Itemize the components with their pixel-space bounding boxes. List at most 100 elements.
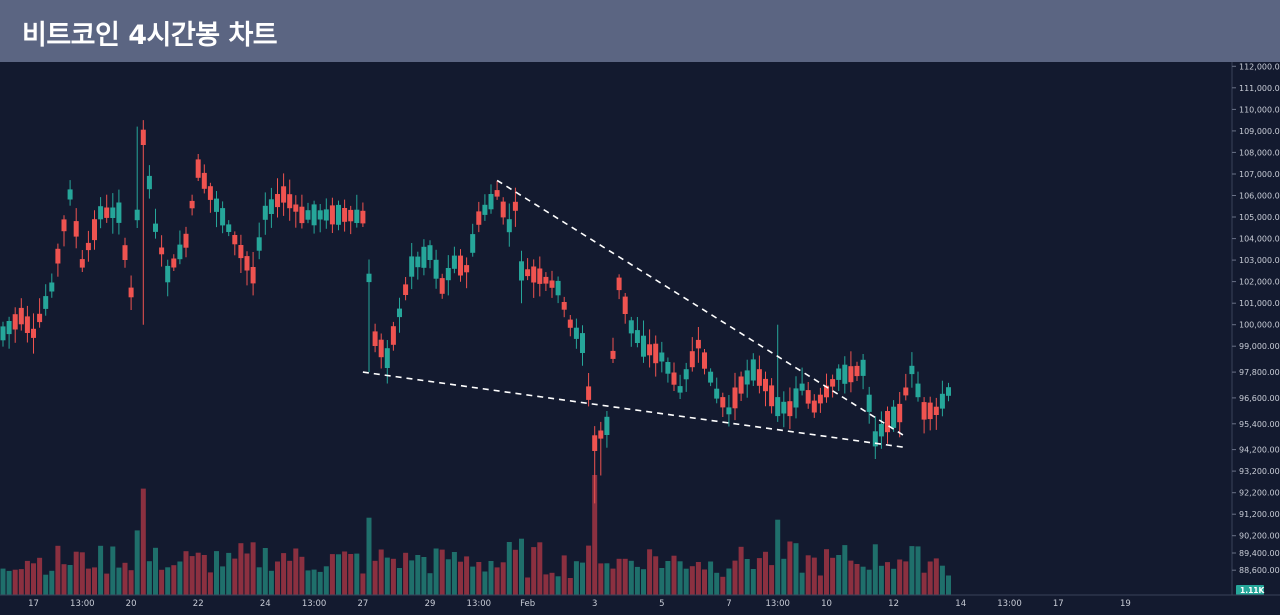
candle-body <box>500 201 506 218</box>
time-axis[interactable]: 17 13:00 20 22 24 13:00 27 29 13:00 Feb 3 5 7 13:00 10… <box>0 594 1280 609</box>
price-tick-label: 104,000.00 <box>1239 235 1280 244</box>
candle-body <box>378 339 384 358</box>
candle-body <box>573 327 579 339</box>
volume-bar <box>921 572 927 595</box>
time-tick-label: 27 <box>357 599 368 609</box>
candle-body <box>939 393 945 409</box>
trendlines <box>362 179 907 449</box>
candle-body <box>756 369 762 386</box>
volume-bar <box>329 554 335 595</box>
page-title: 비트코인 4시간봉 차트 <box>22 20 278 51</box>
candle-body <box>61 219 67 232</box>
volume-bar <box>476 562 482 595</box>
candle-body <box>525 269 531 277</box>
time-tick-label: 20 <box>126 599 137 609</box>
price-tick-label: 92,200.00 <box>1239 489 1280 498</box>
price-tick-label: 103,000.00 <box>1239 256 1280 265</box>
candle-body <box>458 255 463 276</box>
candle-body <box>512 201 518 211</box>
candle-body <box>18 307 24 325</box>
volume-bar <box>842 545 848 595</box>
candle-body <box>464 265 470 273</box>
candle-body <box>543 276 549 284</box>
price-tick-label: 94,200.00 <box>1239 446 1280 455</box>
volume-bar <box>128 570 134 595</box>
price-tick-label: 89,400.00 <box>1239 549 1280 558</box>
volume-bar <box>85 568 91 595</box>
candle-body <box>445 268 451 281</box>
volume-bar <box>342 551 348 595</box>
candle-body <box>342 208 348 222</box>
volume-bar <box>512 549 518 595</box>
candle-body <box>769 385 775 407</box>
candle-body <box>903 387 909 396</box>
volume-bar <box>214 551 219 595</box>
candle-body <box>207 186 213 200</box>
candle-body <box>720 397 726 408</box>
volume-bar <box>281 553 287 595</box>
candle-body <box>592 435 598 451</box>
candle-body <box>702 352 707 369</box>
volume-bar <box>24 560 30 595</box>
volume-bar <box>226 552 232 595</box>
volume-bar <box>293 548 299 595</box>
candle-body <box>122 245 128 260</box>
candle-body <box>494 190 500 197</box>
candle-body <box>262 205 268 220</box>
candle-body <box>85 242 91 251</box>
candle-body <box>79 259 85 268</box>
candle-body <box>287 194 293 209</box>
price-tick-label: 88,600.00 <box>1239 566 1280 575</box>
candle-body <box>372 331 378 346</box>
candle-body <box>836 368 842 380</box>
volume-bar <box>683 568 689 595</box>
volume-bar <box>390 558 396 595</box>
volume-bar <box>207 572 213 595</box>
price-tick-label: 91,200.00 <box>1239 510 1280 519</box>
volume-badge-bg <box>1236 585 1264 595</box>
volume-bar <box>189 556 195 595</box>
volume-bar <box>92 567 97 595</box>
chart-area[interactable]: 112,000.00 111,000.00 110,000.00 109,000.00… <box>0 62 1280 611</box>
time-tick-label: 12 <box>888 599 899 609</box>
volume-bar <box>55 545 61 595</box>
volume-bar <box>348 554 354 595</box>
candle-body <box>281 186 287 203</box>
candle-body <box>256 237 262 251</box>
volume-bar <box>763 551 768 595</box>
volume-bar <box>567 578 573 595</box>
candle-body <box>506 219 512 233</box>
candle-body <box>214 198 219 212</box>
candle-body <box>616 277 622 291</box>
candle-body <box>927 402 933 420</box>
time-tick-label: Feb <box>520 599 535 609</box>
time-tick-label: 19 <box>1120 599 1131 609</box>
volume-bar <box>891 568 897 595</box>
candle-body <box>683 369 689 380</box>
volume-bar <box>445 559 451 595</box>
price-axis[interactable]: 112,000.00 111,000.00 110,000.00 109,000.00… <box>1231 62 1280 595</box>
candle-body <box>177 244 183 260</box>
time-tick-label: 10 <box>821 599 832 609</box>
volume-bar <box>427 573 433 595</box>
candle-body <box>830 379 836 387</box>
candlestick-chart[interactable]: 112,000.00 111,000.00 110,000.00 109,000.00… <box>0 62 1280 611</box>
candle-body <box>134 209 140 221</box>
volume-bar <box>927 561 933 595</box>
candle-body <box>866 394 872 412</box>
candle-body <box>519 261 524 281</box>
candle-body <box>12 314 18 330</box>
volume-bar <box>488 561 494 595</box>
candle-body <box>775 397 781 417</box>
volume-bar <box>464 556 470 595</box>
volume-bar <box>580 562 585 595</box>
volume-bar <box>268 570 274 595</box>
candle-body <box>628 320 634 334</box>
candle-body <box>384 348 390 368</box>
volume-bar <box>458 561 463 595</box>
volume-bars <box>0 475 951 595</box>
candle-body <box>647 344 653 356</box>
volume-bar <box>336 554 341 595</box>
candle-body <box>824 385 829 398</box>
price-tick-label: 112,000.00 <box>1239 62 1280 71</box>
